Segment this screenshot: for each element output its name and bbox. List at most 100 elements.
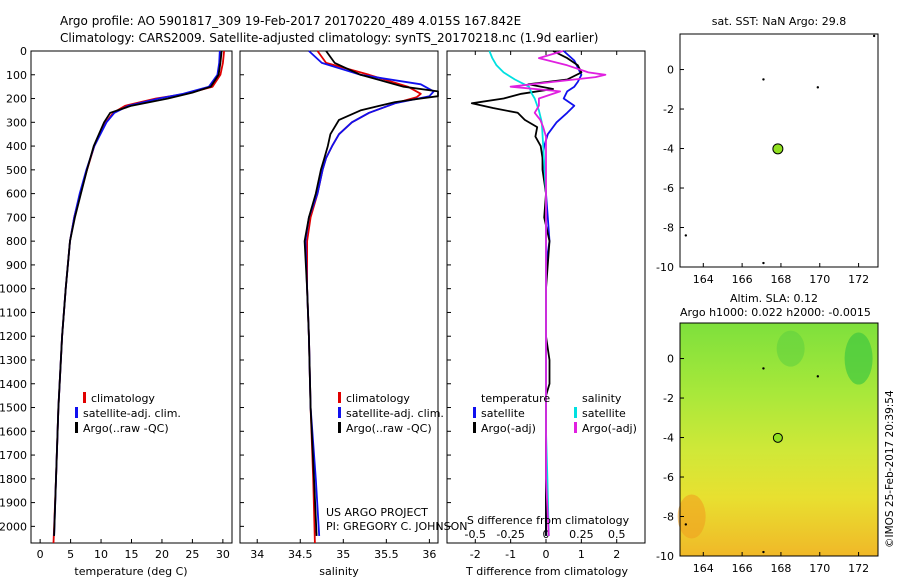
- series-line-satellite-adj-clim-: [53, 50, 221, 536]
- x-tick-label: 0: [543, 548, 550, 561]
- float-dot: [816, 375, 820, 378]
- t-difference-xlabel: T difference from climatology: [465, 565, 628, 578]
- sst-map: 164 166 168 170 172 0 -2 -4 -6 -8 -10: [656, 34, 876, 286]
- salinity-panel-frame: [239, 50, 439, 544]
- depth-tick-label: 1600: [0, 425, 27, 438]
- map-y-tick-label: -10: [656, 261, 674, 274]
- legend-label-satellite: satellite-adj. clim.: [346, 407, 444, 420]
- sla-map-title-line2: Argo h1000: 0.022 h2000: -0.0015: [680, 306, 871, 319]
- map-y-tick-label: 0: [667, 353, 674, 366]
- series-line-climatology: [52, 50, 225, 544]
- depth-tick-label: 1500: [0, 402, 27, 415]
- depth-tick-label: 1400: [0, 378, 27, 391]
- legend-swatch-argo: [75, 422, 78, 433]
- series-line-salinity-argo-adj-: [509, 50, 607, 536]
- float-dot: [762, 367, 765, 370]
- x-tick-label: 0: [37, 548, 44, 561]
- temperature-panel-frame: [30, 50, 233, 544]
- sla-map-title-line1: Altim. SLA: 0.12: [730, 292, 818, 305]
- difference-legend: temperature satellite Argo(-adj) salinit…: [473, 392, 637, 435]
- imos-timestamp: ©IMOS 25-Feb-2017 20:39:54: [884, 390, 896, 548]
- legend-label-t-satellite: satellite: [481, 407, 525, 420]
- depth-tick-label: 300: [6, 116, 27, 129]
- depth-tick-label: 800: [6, 235, 27, 248]
- x-tick-label-top: 0.25: [569, 528, 594, 541]
- x-tick-label: 20: [155, 548, 169, 561]
- depth-tick-label: 1700: [0, 449, 27, 462]
- map-x-tick-label: 170: [809, 562, 830, 575]
- x-tick-label: 25: [185, 548, 199, 561]
- depth-tick-label: 600: [6, 188, 27, 201]
- legend-label-s-satellite: satellite: [582, 407, 626, 420]
- x-tick-label: 34: [250, 548, 264, 561]
- depth-tick-label: 0: [20, 45, 27, 58]
- x-tick-label: -2: [470, 548, 481, 561]
- map-y-tick-label: -8: [663, 511, 674, 524]
- depth-tick-label: 400: [6, 140, 27, 153]
- sst-map-title: sat. SST: NaN Argo: 29.8: [712, 15, 846, 28]
- float-dot: [762, 550, 765, 554]
- map-x-tick-label: 164: [693, 273, 714, 286]
- depth-tick-label: 500: [6, 164, 27, 177]
- x-tick-label: 35.5: [374, 548, 399, 561]
- project-credit: US ARGO PROJECT: [326, 506, 428, 519]
- float-dot: [684, 234, 688, 237]
- legend-swatch-climatology: [83, 392, 86, 403]
- map-y-tick-label: -8: [663, 222, 674, 235]
- x-tick-label: 10: [94, 548, 108, 561]
- legend-swatch-s-argo: [574, 422, 577, 433]
- map-x-tick-label: 168: [770, 562, 791, 575]
- figure-title-line2: Climatology: CARS2009. Satellite-adjuste…: [60, 31, 598, 45]
- s-difference-label: S difference from climatology: [467, 514, 630, 527]
- depth-tick-label: 2000: [0, 520, 27, 533]
- legend-swatch-t-argo: [473, 422, 476, 433]
- depth-tick-label: 1300: [0, 354, 27, 367]
- map-x-tick-label: 172: [848, 273, 869, 286]
- float-dot: [762, 78, 765, 81]
- float-dot: [684, 523, 688, 526]
- x-tick-label-top: 0.5: [608, 528, 626, 541]
- legend-swatch-climatology: [338, 392, 341, 403]
- depth-axis: 0 100 200 300 400 500 600 700 800 900 1000 1100 1200…: [0, 45, 451, 533]
- series-line-climatology: [306, 50, 422, 544]
- temperature-legend: climatology satellite-adj. clim. Argo(..…: [75, 392, 181, 435]
- salinity-legend: climatology satellite-adj. clim. Argo(..…: [338, 392, 444, 435]
- map-x-tick-label: 172: [848, 562, 869, 575]
- depth-tick-label: 1000: [0, 283, 27, 296]
- map-y-tick-label: -6: [663, 471, 674, 484]
- sla-map: 164 166 168 170 172 0 -2 -4 -6 -8 -10: [656, 322, 879, 575]
- x-tick-label: 2: [613, 548, 620, 561]
- legend-swatch-argo: [338, 422, 341, 433]
- depth-tick-label: 1800: [0, 473, 27, 486]
- map-x-tick-label: 166: [732, 562, 753, 575]
- map-y-tick-label: 0: [667, 64, 674, 77]
- legend-swatch-satellite: [75, 407, 78, 418]
- salinity-plot: 34 34.5 35 35.5 36: [250, 50, 439, 561]
- difference-plot: -2 -1 0 1 2-0.5 -0.25 0 0.25 0.5: [465, 50, 626, 561]
- series-line-temperature-satellite: [541, 50, 583, 536]
- salinity-xlabel: salinity: [319, 565, 359, 578]
- argo-position-marker: [772, 143, 784, 155]
- x-tick-label-top: -0.25: [496, 528, 524, 541]
- x-tick-label-top: -0.5: [465, 528, 486, 541]
- map-y-tick-label: -2: [663, 392, 674, 405]
- depth-tick-label: 100: [6, 69, 27, 82]
- map-x-tick-label: 170: [809, 273, 830, 286]
- depth-tick-label: 1900: [0, 497, 27, 510]
- x-tick-label: 35: [336, 548, 350, 561]
- legend-label-s-argo: Argo(-adj): [582, 422, 637, 435]
- depth-tick-label: 700: [6, 211, 27, 224]
- legend-label-argo: Argo(..raw -QC): [83, 422, 169, 435]
- temperature-xlabel: temperature (deg C): [74, 565, 187, 578]
- legend-label-satellite: satellite-adj. clim.: [83, 407, 181, 420]
- temperature-plot: 0 5 10 15 20 25 30: [37, 50, 230, 561]
- depth-tick-label: 900: [6, 259, 27, 272]
- sla-high-patch: [677, 494, 706, 539]
- x-tick-label: 30: [216, 548, 230, 561]
- x-tick-label: 1: [578, 548, 585, 561]
- sla-map-frame: [679, 322, 879, 557]
- x-tick-label: -1: [505, 548, 516, 561]
- sla-low-patch: [776, 330, 805, 367]
- map-x-tick-label: 166: [732, 273, 753, 286]
